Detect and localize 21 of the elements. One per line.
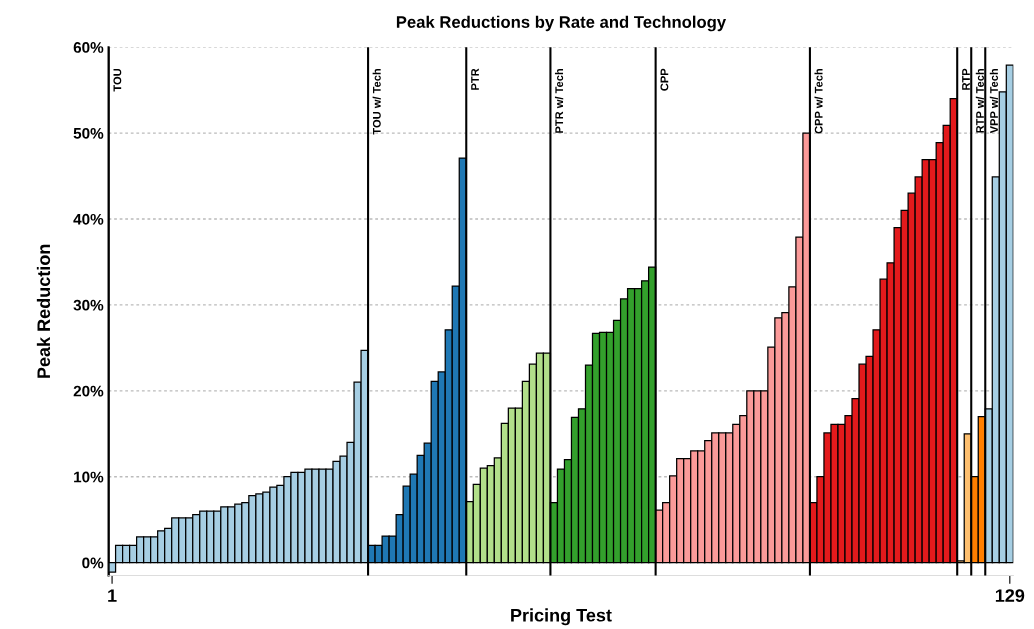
y-tick-label: 60% (73, 42, 104, 53)
y-axis-title: Peak Reduction (36, 244, 51, 378)
y-tick-label: 20% (73, 385, 104, 397)
ref-line-label: VPP w/ Tech (989, 69, 999, 134)
chart-title: Peak Reductions by Rate and Technology (396, 15, 727, 32)
ref-line-label: TOU (113, 68, 122, 92)
ref-line-label: TOU w/ Tech (372, 68, 381, 135)
y-tick-label: 30% (73, 299, 104, 311)
ref-line-label: CPP w/ Tech (814, 69, 823, 134)
ref-line-label: CPP (660, 68, 669, 91)
x-tick-label: 1 (108, 589, 117, 602)
y-tick-label: 50% (73, 127, 104, 139)
x-axis-title: Pricing Test (511, 608, 612, 626)
y-tick-label: 10% (74, 471, 104, 483)
y-tick-label: 40% (73, 213, 104, 225)
ref-line-label: PTR w/ Tech (554, 68, 564, 133)
x-tick-label: 129 (995, 589, 1025, 602)
ref-line-label: PTR (471, 68, 479, 90)
ref-line-label: RTP (962, 68, 970, 90)
ref-line-label: RTP w/ Tech (975, 68, 985, 133)
y-tick-label: 0% (82, 557, 104, 569)
